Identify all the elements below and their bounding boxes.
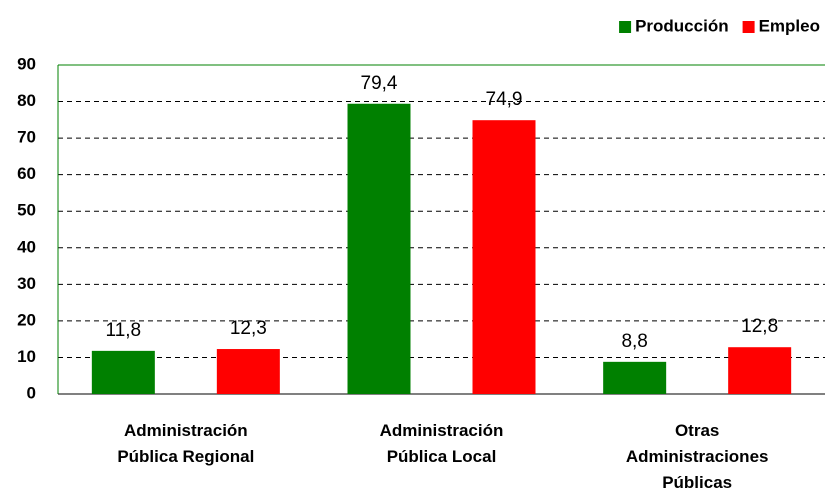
x-tick-label: Otras Administraciones Públicas [625,421,769,492]
value-label: 11,8 [106,320,142,341]
y-tick-label: 90 [17,54,36,73]
y-tick-label: 40 [17,237,36,256]
bar [347,103,411,394]
y-tick-label: 30 [17,274,36,293]
value-label: 12,8 [741,316,778,337]
y-tick-label: 50 [17,201,36,220]
x-tick-label: Administración Pública Local [379,421,504,466]
legend-swatch [742,21,755,33]
value-label: 8,8 [621,331,647,352]
value-label: 12,3 [230,318,267,339]
y-tick-label: 60 [17,164,36,183]
y-tick-label: 10 [17,347,36,366]
bar [216,349,280,394]
bar [728,347,792,394]
value-label: 79,4 [361,73,398,94]
legend-label: Producción [635,16,729,35]
y-tick-label: 80 [17,91,36,110]
x-tick-label: Administración Pública Regional [117,421,255,466]
legend-swatch [619,21,632,33]
y-tick-label: 0 [27,383,36,402]
value-label: 74,9 [486,89,523,110]
bar [91,350,155,394]
y-tick-label: 20 [17,310,36,329]
bar [472,120,536,395]
y-tick-label: 70 [17,128,36,147]
legend-label: Empleo [759,16,820,35]
bar [603,361,667,394]
